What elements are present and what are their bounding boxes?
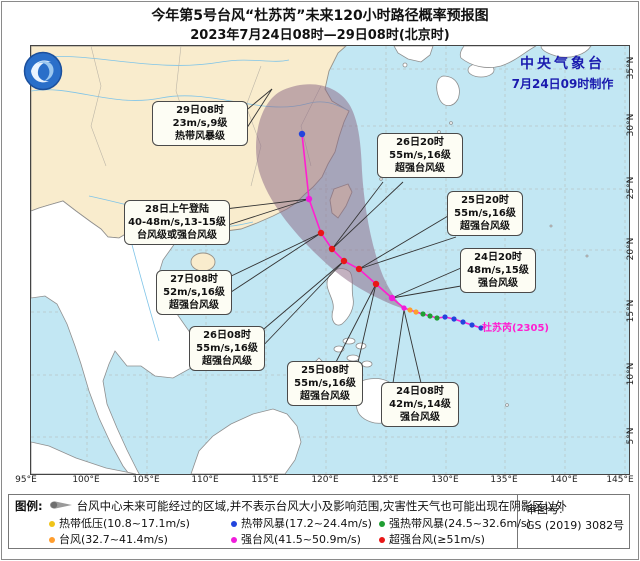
- lon-label-130e: 130°E: [431, 475, 459, 485]
- page-subtitle: 2023年7月24日08时—29日08时(北京时): [190, 28, 450, 43]
- track-point: [420, 311, 426, 317]
- lon-label-105e: 105°E: [132, 475, 160, 485]
- lon-label-140e: 140°E: [550, 475, 578, 485]
- lat-label-30n: 30°N: [626, 113, 636, 137]
- lat-label-10n: 10°N: [626, 362, 636, 386]
- track-point: [388, 294, 396, 302]
- track-point: [478, 325, 484, 331]
- storm-name-label: 杜苏芮(2305): [482, 323, 549, 334]
- map-area: [30, 45, 630, 475]
- map-canvas: [31, 46, 629, 474]
- lon-label-100e: 100°E: [72, 475, 100, 485]
- callout-28-landfall: 28日上午登陆 40-48m/s,13-15级 台风级或强台风级: [124, 200, 230, 245]
- lat-label-20n: 20°N: [626, 237, 636, 261]
- map-license-block: 审图号: GS (2019) 3082号: [517, 495, 629, 548]
- legend-item-sts: 强热带风暴(24.5~32.6m/s): [379, 515, 531, 531]
- typhoon-track: [298, 130, 484, 331]
- lon-label-95e: 95°E: [15, 475, 37, 485]
- legend-items-area: 图例: 台风中心未来可能经过的区域,并不表示台风大小及影响范围,灾害性天气也可能出…: [9, 495, 567, 548]
- track-point: [451, 316, 457, 322]
- track-point: [401, 305, 407, 311]
- credit-block: 中央气象台 7月24日09时制作: [500, 53, 625, 92]
- track-point: [407, 307, 413, 313]
- lon-label-110e: 110°E: [191, 475, 219, 485]
- cone-legend-icon: [49, 499, 73, 513]
- lat-label-15n: 15°N: [626, 299, 636, 323]
- track-point: [372, 280, 380, 288]
- legend-item-ts: 热带风暴(17.2~24.4m/s): [231, 515, 372, 531]
- callout-27-08: 27日08时 52m/s,16级 超强台风级: [156, 270, 232, 315]
- credit-issued-time: 7月24日09时制作: [511, 77, 614, 91]
- license-number: GS (2019) 3082号: [526, 519, 625, 532]
- track-point: [460, 319, 466, 325]
- forecast-probability-cone: [256, 84, 404, 309]
- callout-26-20: 26日20时 55m/s,16级 超强台风级: [377, 133, 463, 178]
- callout-26-08: 26日08时 55m/s,16级 超强台风级: [189, 326, 265, 371]
- legend-item-ssty: 超强台风(≥51m/s): [379, 531, 485, 547]
- track-point: [413, 309, 419, 315]
- legend-item-ty: 台风(32.7~41.4m/s): [49, 531, 168, 547]
- lat-label-35n: 35°N: [626, 56, 636, 80]
- track-point: [469, 322, 475, 328]
- legend-item-sty: 强台风(41.5~50.9m/s): [231, 531, 361, 547]
- legend: 图例: 台风中心未来可能经过的区域,并不表示台风大小及影响范围,灾害性天气也可能出…: [8, 494, 630, 549]
- callout-24-08: 24日08时 42m/s,14级 强台风级: [381, 382, 459, 427]
- cma-logo-icon: [23, 51, 63, 95]
- page-title: 今年第5号台风“杜苏芮”未来120小时路径概率预报图: [151, 8, 489, 24]
- track-point: [328, 245, 336, 253]
- callout-29-08: 29日08时 23m/s,9级 热带风暴级: [152, 101, 248, 146]
- track-point: [442, 314, 448, 320]
- credit-agency: 中央气象台: [520, 56, 605, 72]
- sty-dot-icon: [231, 537, 237, 543]
- ts-dot-icon: [231, 521, 237, 527]
- other-landmasses: [31, 46, 592, 474]
- callout-25-20: 25日20时 55m/s,16级 超强台风级: [447, 191, 523, 236]
- track-point: [340, 257, 348, 265]
- lat-label-25n: 25°N: [626, 176, 636, 200]
- sts-dot-icon: [379, 521, 385, 527]
- lon-label-115e: 115°E: [251, 475, 279, 485]
- track-point: [427, 313, 433, 319]
- lon-label-145e: 145°E: [606, 475, 634, 485]
- track-point: [317, 229, 325, 237]
- lon-label-125e: 125°E: [371, 475, 399, 485]
- license-label: 审图号:: [526, 503, 563, 516]
- lat-label-5n: 5°N: [626, 427, 636, 445]
- lon-label-120e: 120°E: [311, 475, 339, 485]
- ssty-dot-icon: [379, 537, 385, 543]
- callout-25-08: 25日08时 55m/s,16级 超强台风级: [287, 361, 363, 406]
- track-point: [305, 195, 313, 203]
- track-point: [355, 265, 363, 273]
- legend-title: 图例:: [15, 499, 43, 513]
- track-point: [434, 315, 440, 321]
- lon-label-135e: 135°E: [490, 475, 518, 485]
- ty-dot-icon: [49, 537, 55, 543]
- legend-item-td: 热带低压(10.8~17.1m/s): [49, 515, 190, 531]
- callout-24-20: 24日20时 48m/s,15级 强台风级: [460, 248, 536, 293]
- callout-leader-lines: [224, 88, 462, 384]
- legend-cone-note: 台风中心未来可能经过的区域,并不表示台风大小及影响范围,灾害性天气也可能出现在阴…: [76, 499, 567, 513]
- track-point: [298, 130, 306, 138]
- td-dot-icon: [49, 521, 55, 527]
